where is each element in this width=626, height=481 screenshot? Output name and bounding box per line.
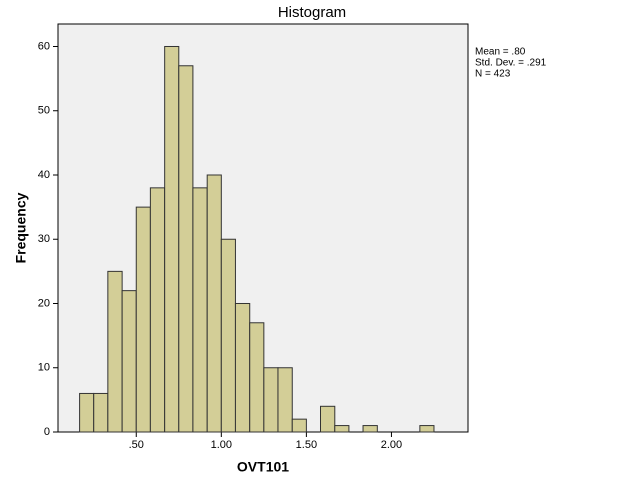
bar <box>93 392 109 433</box>
bar <box>220 238 236 433</box>
y-tick-label: 50 <box>38 105 50 117</box>
y-tick-label: 40 <box>38 169 50 181</box>
y-tick-label: 30 <box>38 233 50 245</box>
x-tick-label: .50 <box>129 439 144 451</box>
stat-annotation: N = 423 <box>475 69 511 80</box>
bar <box>419 425 435 433</box>
x-tick-label: 1.00 <box>211 439 232 451</box>
bar <box>277 367 293 433</box>
bar <box>149 187 166 433</box>
bar <box>320 405 336 433</box>
bar <box>206 174 222 433</box>
x-axis-label: OVT101 <box>237 459 289 475</box>
x-tick-label: 1.50 <box>296 439 317 451</box>
y-tick-label: 20 <box>38 297 50 309</box>
y-tick-label: 60 <box>38 40 50 52</box>
bar <box>249 322 265 433</box>
bar <box>135 206 151 433</box>
bar <box>164 45 180 433</box>
stat-annotation: Mean = .80 <box>475 47 526 58</box>
bar <box>79 392 95 433</box>
y-tick-label: 10 <box>38 362 50 374</box>
chart-title: Histogram <box>278 4 346 21</box>
bar <box>291 418 307 433</box>
bar <box>192 187 208 433</box>
bar <box>263 367 279 433</box>
bar <box>234 302 251 433</box>
bar <box>107 270 123 433</box>
bar <box>178 65 194 433</box>
y-axis-label: Frequency <box>13 192 29 263</box>
x-tick-label: 2.00 <box>381 439 402 451</box>
bar <box>121 290 137 433</box>
stat-annotation: Std. Dev. = .291 <box>475 58 547 69</box>
bar <box>362 425 378 433</box>
y-tick-label: 0 <box>44 426 50 438</box>
bar <box>334 425 350 433</box>
